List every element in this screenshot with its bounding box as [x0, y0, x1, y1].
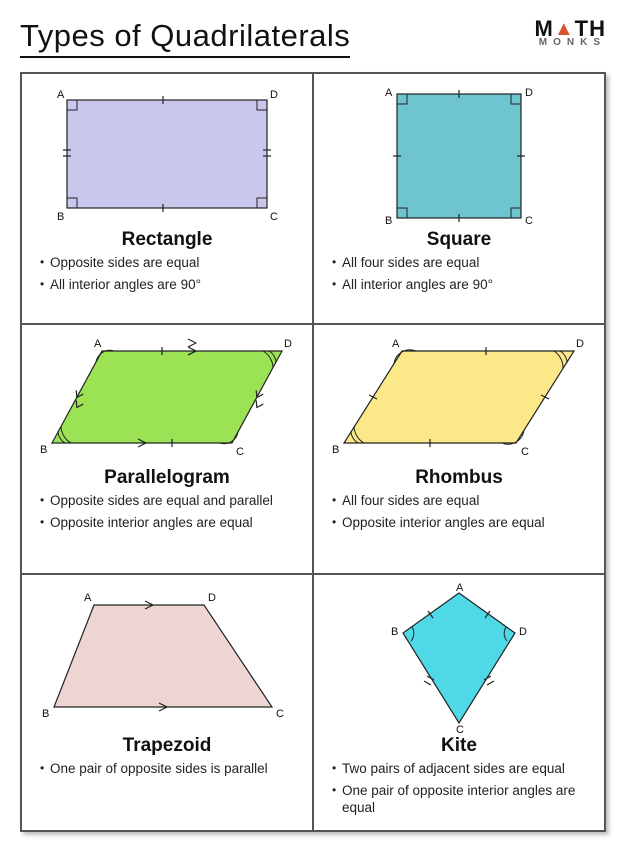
name-kite: Kite	[324, 735, 594, 757]
cell-rhombus: A D B C Rhombus All four sides are equal…	[313, 324, 605, 575]
prop-item: All four sides are equal	[332, 493, 588, 510]
trapezoid-svg: A D B C	[32, 583, 302, 733]
shape-rectangle: A D B C	[32, 82, 302, 227]
svg-text:C: C	[270, 211, 278, 223]
svg-text:D: D	[284, 338, 292, 350]
svg-text:A: A	[385, 87, 393, 99]
svg-text:D: D	[519, 626, 527, 638]
square-svg: A D B C	[329, 82, 589, 227]
name-square: Square	[324, 229, 594, 251]
props-kite: Two pairs of adjacent sides are equal On…	[324, 761, 594, 822]
name-rectangle: Rectangle	[32, 229, 302, 251]
svg-text:D: D	[270, 89, 278, 101]
svg-text:B: B	[385, 215, 392, 227]
shape-trapezoid: A D B C	[32, 583, 302, 733]
props-square: All four sides are equal All interior an…	[324, 255, 594, 299]
cell-trapezoid: A D B C Trapezoid One pair of opposite s…	[21, 574, 313, 831]
header: Types of Quadrilaterals M▲TH MONKS	[20, 18, 606, 58]
svg-text:B: B	[40, 444, 47, 456]
svg-text:C: C	[276, 708, 284, 720]
cell-kite: A B C D Kite Two pairs of adjacent sides…	[313, 574, 605, 831]
prop-item: All interior angles are 90°	[332, 277, 588, 294]
svg-text:B: B	[57, 211, 64, 223]
svg-text:B: B	[332, 444, 339, 456]
cell-rectangle: A D B C Rectangle Opposite sides are equ…	[21, 73, 313, 324]
rhombus-svg: A D B C	[324, 333, 594, 465]
prop-item: Two pairs of adjacent sides are equal	[332, 761, 588, 778]
svg-text:D: D	[525, 87, 533, 99]
prop-item: Opposite interior angles are equal	[332, 515, 588, 532]
svg-text:C: C	[236, 446, 244, 458]
name-trapezoid: Trapezoid	[32, 735, 302, 757]
svg-text:C: C	[525, 215, 533, 227]
parallelogram-svg: A D B C	[32, 333, 302, 465]
svg-text:A: A	[57, 89, 65, 101]
kite-svg: A B C D	[329, 583, 589, 733]
prop-item: All interior angles are 90°	[40, 277, 296, 294]
prop-item: Opposite sides are equal and parallel	[40, 493, 296, 510]
svg-text:C: C	[521, 446, 529, 458]
prop-item: All four sides are equal	[332, 255, 588, 272]
prop-item: Opposite interior angles are equal	[40, 515, 296, 532]
page-title: Types of Quadrilaterals	[20, 18, 350, 58]
props-rectangle: Opposite sides are equal All interior an…	[32, 255, 302, 299]
svg-text:D: D	[208, 592, 216, 604]
svg-text:C: C	[456, 724, 464, 733]
svg-text:B: B	[42, 708, 49, 720]
svg-text:A: A	[84, 592, 92, 604]
prop-item: One pair of opposite sides is parallel	[40, 761, 296, 778]
props-trapezoid: One pair of opposite sides is parallel	[32, 761, 302, 783]
prop-item: Opposite sides are equal	[40, 255, 296, 272]
shape-parallelogram: A D B C	[32, 333, 302, 465]
svg-text:A: A	[456, 583, 464, 594]
cell-square: A D B C Square All four sides are equal …	[313, 73, 605, 324]
svg-text:D: D	[576, 338, 584, 350]
svg-text:A: A	[392, 338, 400, 350]
prop-item: One pair of opposite interior angles are…	[332, 783, 588, 817]
svg-text:B: B	[391, 626, 398, 638]
shape-kite: A B C D	[324, 583, 594, 733]
logo-subtext: MONKS	[535, 38, 606, 48]
shape-square: A D B C	[324, 82, 594, 227]
svg-text:A: A	[94, 338, 102, 350]
cell-parallelogram: A D B C Parallelogram Opposite sides are…	[21, 324, 313, 575]
logo: M▲TH MONKS	[535, 18, 606, 48]
name-rhombus: Rhombus	[324, 467, 594, 489]
logo-triangle-icon: ▲	[554, 19, 575, 39]
page: Types of Quadrilaterals M▲TH MONKS	[0, 0, 626, 850]
shapes-grid: A D B C Rectangle Opposite sides are equ…	[20, 72, 606, 832]
props-rhombus: All four sides are equal Opposite interi…	[324, 493, 594, 537]
shape-rhombus: A D B C	[324, 333, 594, 465]
name-parallelogram: Parallelogram	[32, 467, 302, 489]
rectangle-svg: A D B C	[37, 82, 297, 227]
props-parallelogram: Opposite sides are equal and parallel Op…	[32, 493, 302, 537]
